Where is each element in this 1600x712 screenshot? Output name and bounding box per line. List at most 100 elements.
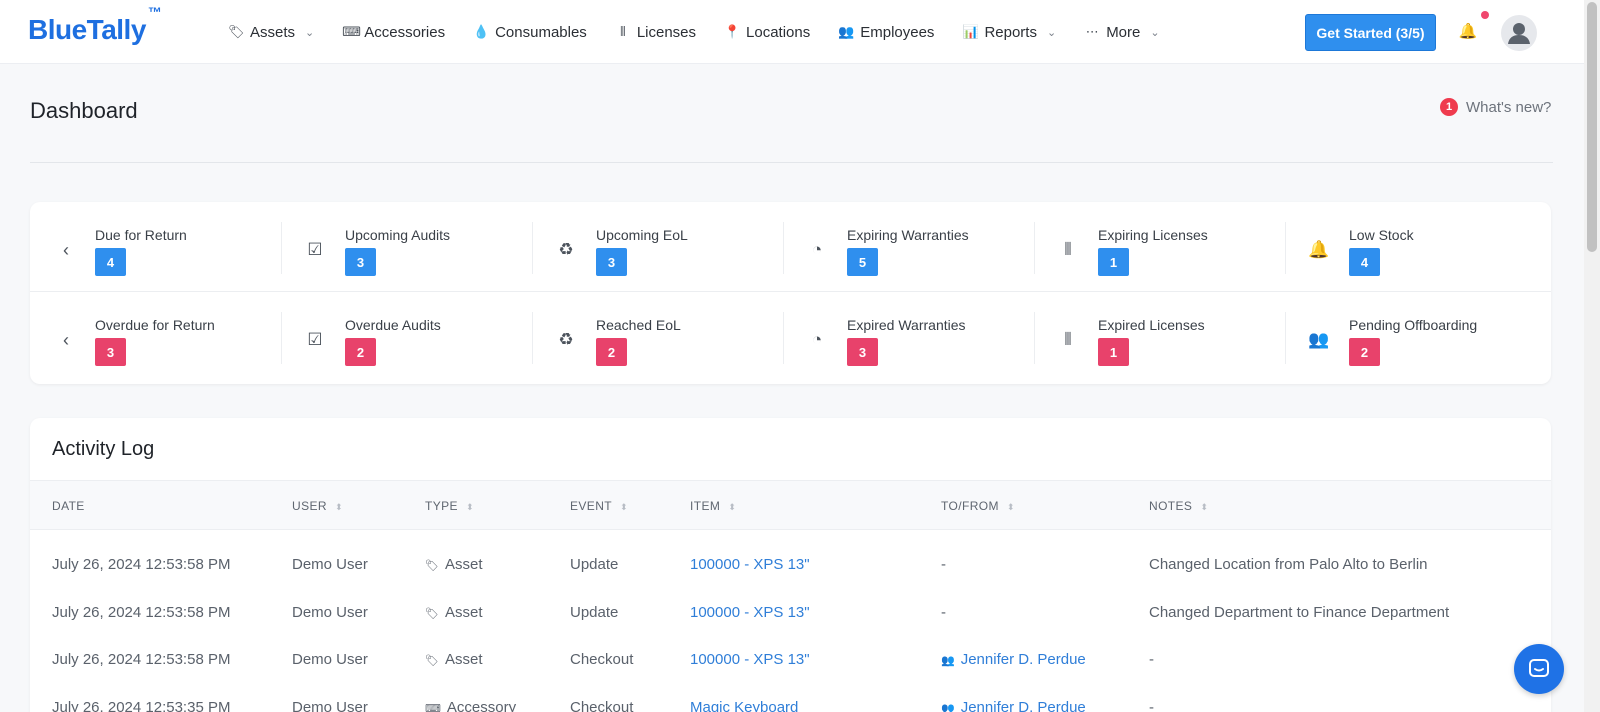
cell-event: Update: [570, 589, 618, 637]
stat-pending-offboarding[interactable]: 👥 Pending Offboarding 2: [1285, 292, 1536, 382]
stat-upcoming-audits[interactable]: ☑ Upcoming Audits 3: [281, 202, 532, 292]
stat-expired-warranties[interactable]: ◔ Expired Warranties 3: [783, 292, 1034, 382]
cell-item[interactable]: 100000 - XPS 13": [690, 541, 810, 589]
cell-to-from[interactable]: 👥 Jennifer D. Perdue: [941, 684, 1086, 712]
nav-item-employees[interactable]: 👥 Employees: [838, 24, 934, 41]
cell-event: Checkout: [570, 636, 633, 684]
stat-expired-licenses[interactable]: ⦀ Expired Licenses 1: [1034, 292, 1285, 382]
cell-item[interactable]: 100000 - XPS 13": [690, 636, 810, 684]
users-icon: 👥: [838, 24, 855, 39]
users-icon: 👥: [941, 702, 955, 712]
stat-reached-eol[interactable]: ♻ Reached EoL 2: [532, 292, 783, 382]
scroll-thumb[interactable]: [1587, 2, 1597, 252]
cell-item[interactable]: Magic Keyboard: [690, 684, 798, 712]
checkbox-icon: ☑: [307, 240, 323, 259]
clock-history-icon: ◔: [811, 240, 823, 259]
nav-item-consumables[interactable]: 💧 Consumables: [473, 24, 587, 41]
cell-text: Changed Department to Finance Department: [1149, 603, 1450, 621]
nav-item-label: Employees: [860, 23, 935, 41]
cell-text: 100000 - XPS 13": [690, 651, 810, 668]
sort-icon[interactable]: ⬍: [728, 502, 737, 512]
barcode-icon: ⦀: [1064, 330, 1072, 349]
cell-text: Demo User: [292, 698, 368, 712]
tag-icon: 🏷: [425, 607, 439, 620]
cell-date: July 26, 2024 12:53:35 PM: [52, 684, 230, 712]
stat-label: Expiring Licenses: [1098, 227, 1208, 243]
cell-text: Jennifer D. Perdue: [960, 698, 1086, 712]
get-started-button[interactable]: Get Started (3/5): [1305, 14, 1436, 51]
user-silhouette-icon: [1508, 23, 1530, 44]
user-avatar[interactable]: [1501, 15, 1537, 51]
cell-item[interactable]: 100000 - XPS 13": [690, 589, 810, 637]
whats-new-label: What's new?: [1466, 98, 1552, 116]
nav-item-assets[interactable]: 🏷 Assets ⌄: [228, 24, 314, 41]
stat-label: Low Stock: [1349, 227, 1414, 243]
cell-user: Demo User: [292, 636, 368, 684]
stat-count-badge: 4: [95, 248, 126, 276]
stat-overdue-audits[interactable]: ☑ Overdue Audits 2: [281, 292, 532, 382]
whats-new-link[interactable]: 1 What's new?: [1440, 98, 1551, 116]
stat-upcoming-eol[interactable]: ♻ Upcoming EoL 3: [532, 202, 783, 292]
cell-to-from[interactable]: 👥 Jennifer D. Perdue: [941, 636, 1086, 684]
chevron-down-icon: ⌄: [305, 26, 315, 39]
barcode-icon: ⦀: [1064, 240, 1072, 259]
sort-icon[interactable]: ⬍: [465, 502, 474, 512]
stats-row-overdue: ‹ Overdue for Return 3 ☑ Overdue Audits 2 ♻ Rea…: [30, 292, 1551, 382]
nav-item-licenses[interactable]: ⦀ Licenses: [615, 24, 696, 41]
chevron-down-icon: ⌄: [1150, 26, 1160, 39]
nav-item-locations[interactable]: 📍 Locations: [724, 24, 810, 41]
main-nav: 🏷 Assets ⌄ ⌨ Accessories 💧 Consumables ⦀ License…: [228, 0, 1188, 64]
column-header-item[interactable]: ITEM ⬍: [690, 481, 736, 531]
column-header-event[interactable]: EVENT ⬍: [570, 481, 628, 531]
cell-event: Checkout: [570, 684, 633, 712]
nav-item-reports[interactable]: 📊 Reports ⌄: [962, 24, 1056, 41]
stat-due-for-return[interactable]: ‹ Due for Return 4: [30, 202, 281, 292]
column-header-label: USER: [292, 499, 327, 513]
cell-text: Update: [570, 603, 619, 621]
stat-expiring-warranties[interactable]: ◔ Expiring Warranties 5: [783, 202, 1034, 292]
column-header-type[interactable]: TYPE ⬍: [425, 481, 474, 531]
cell-text: 100000 - XPS 13": [690, 603, 810, 621]
stat-label: Overdue Audits: [345, 317, 441, 333]
tag-icon: 🏷: [425, 560, 439, 572]
tag-icon: 🏷: [425, 655, 439, 667]
cell-date: July 26, 2024 12:53:58 PM: [52, 589, 230, 637]
nav-item-label: Reports: [984, 23, 1037, 41]
stat-label: Expired Warranties: [847, 317, 966, 333]
brand-logo[interactable]: BlueTally™: [28, 3, 162, 45]
stat-label: Upcoming EoL: [596, 227, 688, 243]
cell-text: July 26, 2024 12:53:58 PM: [52, 603, 231, 621]
chevron-down-icon: ⌄: [1046, 26, 1057, 39]
map-pin-icon: 📍: [724, 24, 741, 39]
stat-count-badge: 5: [847, 248, 878, 276]
stat-overdue-for-return[interactable]: ‹ Overdue for Return 3: [30, 292, 281, 382]
stat-count-badge: 2: [596, 338, 627, 366]
cell-type: 🏷 Asset: [425, 636, 482, 684]
stat-count-badge: 2: [1349, 338, 1380, 366]
nav-item-more[interactable]: ⋯ More ⌄: [1084, 23, 1160, 41]
chevron-left-icon[interactable]: ‹: [63, 240, 69, 260]
chevron-left-icon[interactable]: ‹: [63, 330, 69, 350]
page-scrollbar[interactable]: [1584, 0, 1600, 712]
checkbox-icon: ☑: [307, 330, 323, 349]
cell-text: Asset: [444, 651, 483, 668]
stat-expiring-licenses[interactable]: ⦀ Expiring Licenses 1: [1034, 202, 1285, 292]
nav-item-label: Assets: [250, 23, 296, 41]
column-header-user[interactable]: USER ⬍: [292, 481, 343, 531]
sort-icon[interactable]: ⬍: [620, 502, 628, 512]
column-header-notes[interactable]: NOTES ⬍: [1149, 481, 1208, 531]
chat-launcher-button[interactable]: [1514, 644, 1564, 694]
stat-count-badge: 4: [1349, 248, 1380, 276]
cell-text: 100000 - XPS 13": [690, 556, 810, 573]
sort-icon[interactable]: ⬍: [1200, 502, 1209, 512]
sort-icon[interactable]: ⬍: [334, 502, 343, 512]
column-header-label: ITEM: [690, 499, 721, 513]
sort-icon[interactable]: ⬍: [1006, 502, 1015, 512]
notification-bell-icon[interactable]: 🔔: [1458, 23, 1478, 40]
stat-low-stock[interactable]: 🔔 Low Stock 4: [1285, 202, 1536, 292]
nav-item-accessories[interactable]: ⌨ Accessories: [342, 24, 445, 41]
column-header-to-from[interactable]: TO/FROM ⬍: [941, 481, 1015, 531]
tag-icon: 🏷: [228, 24, 245, 39]
nav-item-label: More: [1106, 23, 1141, 41]
cell-text: -: [1149, 698, 1154, 712]
